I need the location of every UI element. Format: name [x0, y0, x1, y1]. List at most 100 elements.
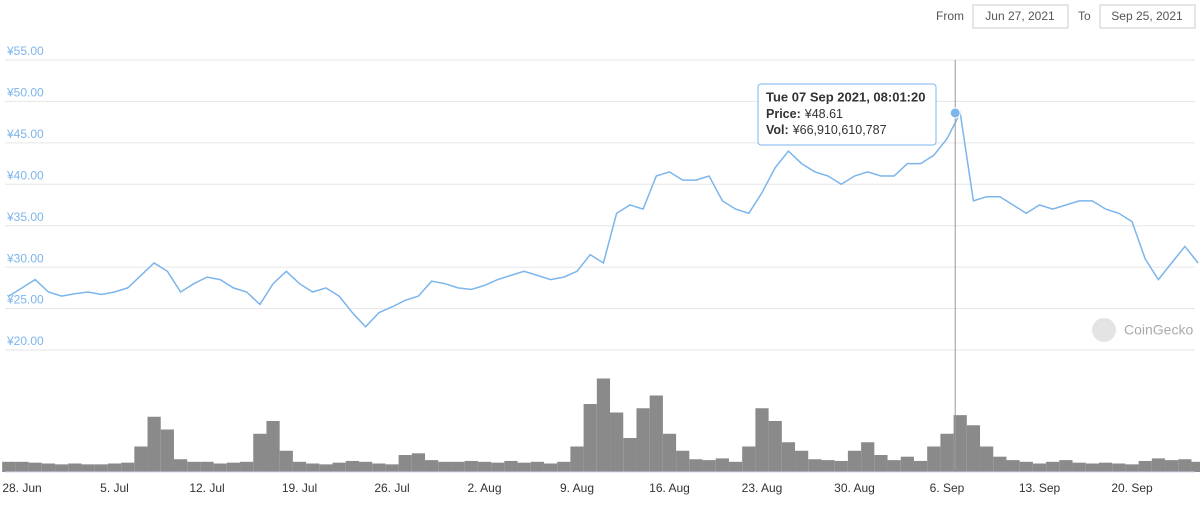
volume-bar — [834, 460, 848, 472]
volume-bar — [636, 408, 650, 472]
volume-bar — [81, 464, 95, 472]
from-label: From — [936, 9, 964, 23]
x-tick-label: 20. Sep — [1111, 481, 1153, 495]
volume-bar — [517, 462, 531, 472]
volume-bar — [213, 463, 227, 472]
price-line — [8, 110, 1199, 328]
tooltip-label: Vol: — [766, 123, 789, 137]
y-tick-label: ¥40.00 — [6, 168, 44, 182]
volume-bar — [306, 463, 320, 472]
tooltip-value: ¥48.61 — [804, 107, 843, 121]
volume-bar — [425, 460, 439, 472]
volume-bar — [676, 450, 690, 472]
volume-bar — [623, 438, 637, 472]
volume-bar — [41, 463, 56, 472]
volume-bar — [715, 458, 729, 472]
volume-bar — [1112, 463, 1126, 472]
volume-bar — [966, 425, 981, 472]
volume-bar — [253, 433, 267, 472]
volume-bar — [187, 461, 201, 472]
watermark-logo — [1092, 318, 1116, 342]
to-label: To — [1078, 9, 1091, 23]
y-tick-label: ¥50.00 — [6, 86, 44, 100]
volume-bar — [358, 461, 373, 472]
volume-bar — [504, 460, 518, 472]
volume-bar — [147, 416, 161, 472]
highlight-point — [949, 107, 961, 119]
volume-bar — [1059, 460, 1073, 472]
volume-bar — [68, 463, 82, 472]
volume-bar — [1046, 461, 1060, 472]
volume-bar — [15, 461, 29, 472]
tooltip-box — [757, 83, 937, 146]
volume-bar — [1098, 462, 1113, 472]
volume-bar — [583, 404, 597, 472]
volume-bar — [900, 456, 914, 472]
volume-bar — [332, 462, 346, 472]
x-tick-label: 9. Aug — [560, 481, 594, 495]
volume-bar — [266, 421, 280, 472]
volume-bar — [1019, 461, 1033, 472]
volume-bar — [847, 450, 862, 472]
volume-bar — [993, 456, 1007, 472]
volume-bar — [240, 461, 254, 472]
x-tick-label: 28. Jun — [2, 481, 41, 495]
x-tick-label: 12. Jul — [189, 481, 224, 495]
volume-bar — [649, 395, 663, 472]
volume-bar — [610, 412, 624, 472]
volume-bar — [808, 459, 822, 472]
volume-bar — [887, 460, 901, 472]
volume-bar — [1072, 462, 1086, 472]
volume-bar — [557, 461, 571, 472]
to-value[interactable]: Sep 25, 2021 — [1111, 9, 1183, 23]
volume-bar — [689, 459, 703, 472]
volume-bar — [1125, 464, 1139, 472]
volume-bar — [662, 433, 677, 472]
volume-bar — [1165, 460, 1179, 472]
volume-bar — [728, 461, 743, 472]
from-value[interactable]: Jun 27, 2021 — [985, 9, 1055, 23]
x-tick-label: 16. Aug — [649, 481, 690, 495]
volume-bar — [385, 464, 399, 472]
volume-bar — [28, 462, 42, 472]
volume-bar — [464, 460, 478, 472]
volume-bar — [755, 408, 769, 472]
volume-bar — [1191, 461, 1200, 472]
y-tick-label: ¥25.00 — [6, 293, 44, 307]
volume-bar — [2, 461, 16, 472]
volume-bar — [530, 461, 544, 472]
tooltip-label: Price: — [766, 107, 801, 121]
to-input[interactable] — [1099, 4, 1196, 29]
x-tick-label: 13. Sep — [1019, 481, 1061, 495]
volume-bar — [477, 461, 492, 472]
from-input[interactable] — [972, 4, 1069, 29]
volume-bar — [372, 463, 386, 472]
volume-bar — [861, 442, 875, 472]
volume-bar — [121, 462, 135, 472]
volume-bar — [781, 442, 796, 472]
volume-bar — [55, 464, 69, 472]
volume-bar — [742, 446, 756, 472]
volume-bar — [768, 421, 782, 472]
volume-bar — [292, 461, 307, 472]
volume-bar — [874, 455, 888, 472]
volume-bar — [451, 461, 465, 472]
x-tick-label: 23. Aug — [742, 481, 783, 495]
volume-bar — [411, 453, 426, 472]
y-tick-label: ¥55.00 — [6, 44, 44, 58]
y-tick-label: ¥35.00 — [6, 210, 44, 224]
volume-bar — [438, 461, 452, 472]
volume-bar — [940, 433, 954, 472]
x-tick-label: 2. Aug — [467, 481, 501, 495]
volume-bar — [596, 378, 611, 472]
volume-bar — [1085, 463, 1099, 472]
volume-bar — [279, 450, 293, 472]
x-tick-label: 26. Jul — [374, 481, 409, 495]
volume-bar — [226, 462, 241, 472]
tooltip-value: ¥66,910,610,787 — [792, 123, 887, 137]
y-tick-label: ¥45.00 — [6, 127, 44, 141]
volume-bar — [200, 461, 214, 472]
tooltip-title: Tue 07 Sep 2021, 08:01:20 — [766, 89, 925, 104]
